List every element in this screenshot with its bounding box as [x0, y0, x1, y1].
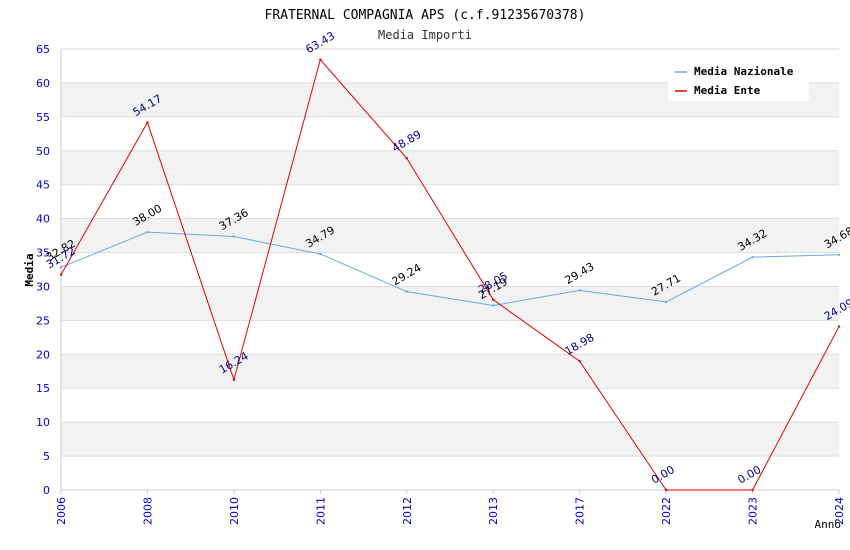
chart-subtitle: Media Importi [378, 28, 472, 42]
grid-band [61, 422, 839, 457]
x-tick-label: 2011 [314, 497, 327, 525]
data-point-media-nazionale [751, 255, 754, 259]
data-point-media-nazionale [492, 304, 495, 307]
grid-band [61, 354, 839, 389]
data-point-media-nazionale [405, 290, 408, 293]
data-point-media-ente [146, 121, 149, 124]
data-point-media-ente [578, 360, 581, 363]
chart-title: FRATERNAL COMPAGNIA APS (c.f.91235670378… [265, 8, 586, 23]
x-tick-label: 2022 [660, 497, 673, 525]
data-point-media-ente [405, 157, 408, 160]
y-tick-label: 5 [43, 450, 50, 463]
data-point-media-ente [492, 298, 495, 301]
x-tick-label: 2006 [55, 497, 68, 525]
legend-label-media-nazionale: Media Nazionale [694, 65, 794, 78]
y-tick-label: 10 [36, 416, 50, 429]
data-point-media-nazionale [319, 252, 322, 256]
x-axis: 2006 2008 2010 2011 2012 2013 2017 2022 2023 2024 [55, 490, 846, 525]
y-tick-label: 65 [36, 43, 50, 56]
y-tick-label: 0 [43, 484, 50, 497]
data-point-media-ente [837, 325, 841, 328]
y-tick-label: 50 [36, 145, 50, 158]
y-tick-label: 40 [36, 213, 50, 226]
grid-band [61, 184, 839, 219]
data-point-media-ente [59, 273, 63, 276]
y-tick-label: 25 [36, 314, 50, 327]
y-tick-label: 20 [36, 348, 50, 361]
data-point-media-nazionale [59, 266, 63, 269]
x-tick-label: 2023 [747, 497, 760, 525]
data-point-media-nazionale [578, 289, 581, 292]
data-point-media-nazionale [837, 253, 841, 256]
series-line-media-ente [60, 58, 840, 491]
data-point-media-ente [232, 378, 236, 382]
data-point-media-nazionale [146, 230, 149, 234]
grid-band [61, 286, 839, 321]
data-point-media-ente [751, 488, 754, 492]
data-point-media-ente [664, 488, 668, 492]
x-tick-label: 2024 [833, 497, 846, 525]
grid-band [61, 252, 839, 287]
y-tick-label: 15 [36, 382, 50, 395]
x-tick-label: 2008 [141, 497, 154, 525]
x-axis-label: Anno [815, 518, 842, 531]
grid-band [61, 116, 839, 151]
y-tick-label: 30 [36, 280, 50, 293]
y-axis-label: Media [23, 253, 36, 286]
grid-band [61, 218, 839, 253]
y-tick-label: 55 [36, 111, 50, 124]
y-axis: 0 5 10 15 20 25 30 35 40 45 50 55 60 65 [36, 43, 50, 497]
y-tick-label: 60 [36, 77, 50, 90]
y-tick-label: 35 [36, 247, 50, 260]
x-tick-label: 2017 [574, 497, 587, 525]
series [59, 58, 841, 492]
legend: Media Nazionale Media Ente [668, 60, 809, 101]
data-point-media-ente [319, 58, 322, 61]
grid-band [61, 456, 839, 490]
x-tick-label: 2010 [228, 497, 241, 525]
legend-box [668, 60, 809, 101]
x-tick-label: 2013 [487, 497, 500, 525]
grid [60, 48, 839, 491]
grid-band [61, 320, 839, 355]
grid-band [61, 150, 839, 185]
legend-label-media-ente: Media Ente [694, 84, 761, 97]
y-tick-label: 45 [36, 179, 50, 192]
x-tick-label: 2012 [401, 497, 414, 525]
data-point-media-nazionale [232, 235, 236, 238]
data-point-media-nazionale [664, 300, 668, 304]
grid-band [61, 388, 839, 423]
series-line-media-nazionale [60, 231, 840, 307]
